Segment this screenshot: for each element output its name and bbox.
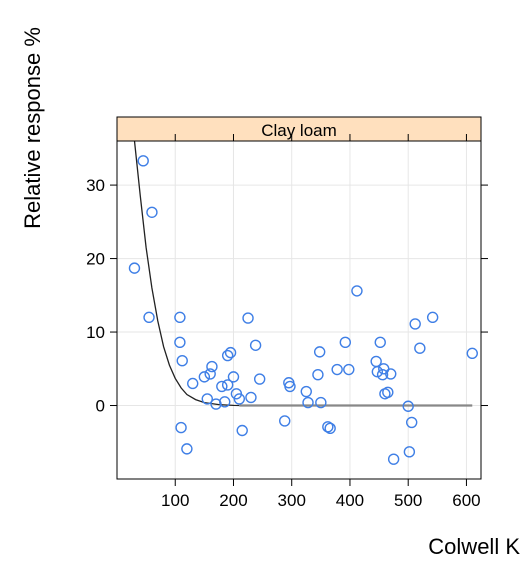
data-point bbox=[253, 373, 266, 385]
data-point bbox=[405, 416, 418, 429]
data-point bbox=[284, 380, 296, 393]
data-point bbox=[403, 446, 416, 458]
data-point bbox=[466, 347, 478, 360]
data-point bbox=[174, 336, 186, 349]
data-point bbox=[324, 422, 336, 434]
data-point bbox=[219, 396, 231, 408]
y-tick-label: 20 bbox=[86, 250, 105, 269]
data-point bbox=[249, 339, 262, 351]
data-point bbox=[175, 421, 187, 434]
data-point bbox=[279, 415, 291, 427]
data-point bbox=[236, 424, 248, 437]
data-point bbox=[206, 360, 218, 373]
data-point bbox=[245, 391, 257, 404]
fitted-curve bbox=[133, 140, 473, 407]
data-point bbox=[385, 368, 397, 380]
data-point bbox=[233, 393, 246, 405]
data-point bbox=[300, 385, 312, 398]
data-point bbox=[315, 396, 327, 409]
data-point bbox=[302, 396, 314, 409]
data-point bbox=[426, 311, 439, 324]
panel-strip bbox=[116, 116, 482, 142]
x-axis-label: Colwell K bbox=[428, 534, 520, 559]
axis-ticks: 100 200 300 400 500 600 0 10 20 30 bbox=[86, 134, 488, 510]
data-point bbox=[187, 377, 199, 390]
x-tick-label: 100 bbox=[161, 491, 189, 510]
data-point bbox=[198, 371, 211, 383]
data-point bbox=[242, 312, 254, 324]
data-point bbox=[331, 363, 343, 376]
data-point bbox=[221, 349, 234, 362]
data-point bbox=[312, 368, 324, 381]
x-tick-label: 300 bbox=[278, 491, 306, 510]
x-tick-label: 600 bbox=[452, 491, 480, 510]
data-point bbox=[339, 336, 352, 349]
data-point bbox=[224, 346, 237, 359]
y-tick-label: 10 bbox=[86, 323, 105, 342]
data-point bbox=[414, 342, 426, 354]
data-point bbox=[382, 386, 394, 398]
plot-border bbox=[116, 140, 482, 480]
data-point bbox=[343, 363, 355, 376]
x-tick-label: 200 bbox=[219, 491, 247, 510]
data-point bbox=[409, 318, 421, 330]
data-point bbox=[374, 336, 386, 349]
data-point bbox=[174, 311, 186, 324]
panel-strip-label: Clay loam bbox=[261, 121, 337, 140]
y-tick-label: 30 bbox=[86, 176, 105, 195]
data-point bbox=[146, 206, 158, 218]
grid-lines bbox=[117, 141, 481, 479]
data-point bbox=[313, 346, 326, 358]
data-point bbox=[376, 368, 389, 381]
data-point bbox=[221, 379, 234, 391]
y-tick-label: 0 bbox=[96, 397, 105, 416]
x-tick-label: 400 bbox=[336, 491, 364, 510]
data-point bbox=[137, 155, 149, 167]
plot-panel bbox=[117, 141, 481, 479]
data-point bbox=[322, 421, 334, 433]
data-point bbox=[181, 443, 193, 455]
data-points bbox=[128, 155, 478, 465]
x-tick-label: 500 bbox=[394, 491, 422, 510]
data-point bbox=[201, 393, 213, 405]
data-point bbox=[216, 380, 228, 393]
data-point bbox=[227, 371, 240, 383]
data-point bbox=[204, 368, 216, 380]
data-point bbox=[351, 285, 363, 297]
data-point bbox=[128, 262, 141, 274]
data-point bbox=[143, 311, 155, 324]
data-point bbox=[176, 355, 188, 367]
response-curve bbox=[133, 140, 240, 407]
data-point bbox=[387, 453, 400, 465]
y-axis-label: Relative response % bbox=[20, 27, 45, 229]
data-point bbox=[402, 400, 414, 412]
